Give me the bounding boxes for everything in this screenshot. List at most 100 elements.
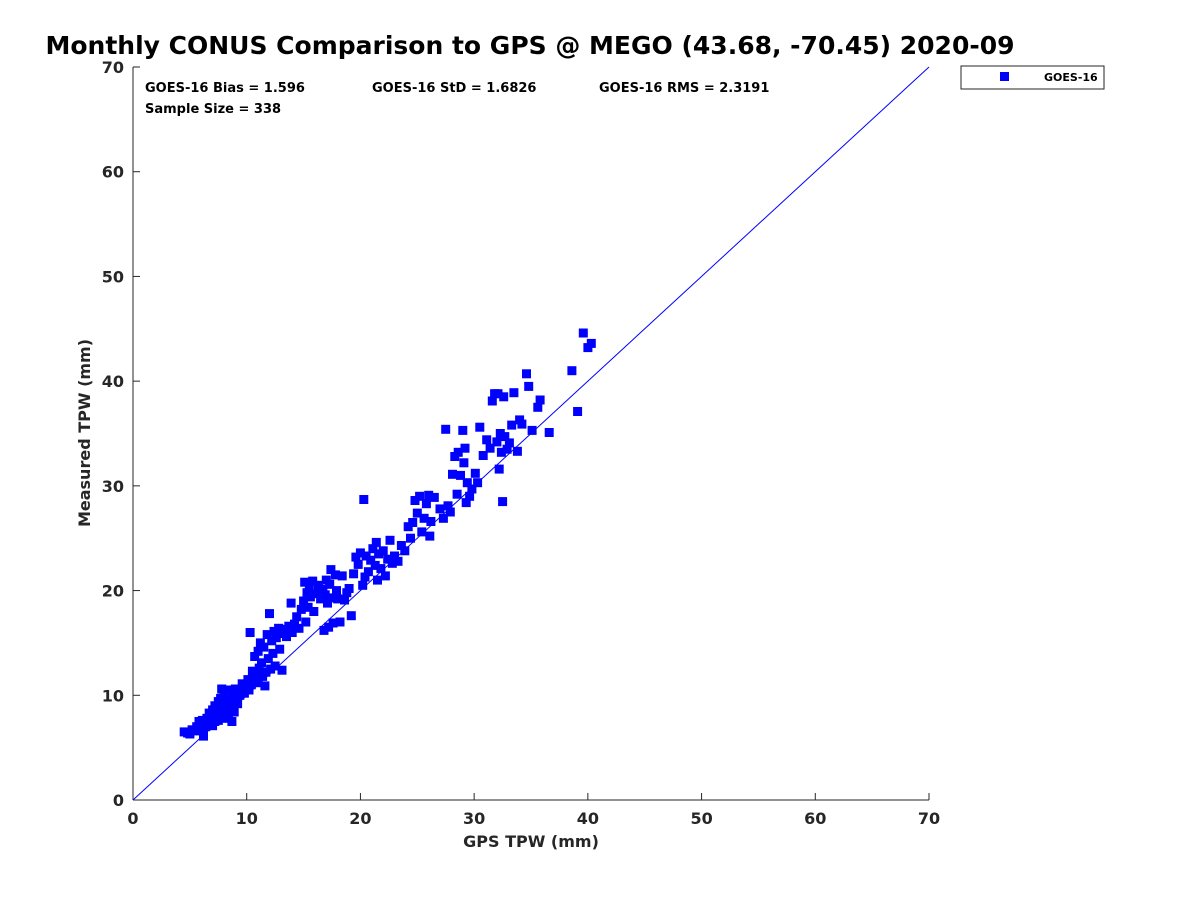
x-tick-label: 70 <box>918 809 940 828</box>
x-tick-label: 50 <box>690 809 712 828</box>
data-point <box>227 717 237 726</box>
data-point <box>410 496 420 505</box>
data-point <box>544 428 554 437</box>
data-point <box>261 667 271 677</box>
data-point <box>363 567 373 577</box>
data-point <box>504 438 514 448</box>
data-point <box>383 554 393 564</box>
data-point <box>421 499 431 509</box>
data-point <box>326 565 336 575</box>
data-point <box>533 402 543 412</box>
x-tick-label: 10 <box>236 809 258 828</box>
data-point <box>358 580 368 590</box>
data-point <box>265 609 274 619</box>
data-point <box>229 707 239 717</box>
data-point <box>269 626 279 636</box>
y-tick-label: 30 <box>102 477 124 496</box>
data-point <box>254 663 264 673</box>
data-point <box>452 489 462 499</box>
data-point <box>277 665 287 675</box>
data-point <box>262 630 272 640</box>
data-point <box>492 437 502 447</box>
data-point <box>251 669 261 679</box>
data-point <box>366 555 376 565</box>
data-point <box>456 470 465 480</box>
data-point <box>390 551 399 561</box>
data-point <box>448 469 457 479</box>
data-point <box>475 422 485 432</box>
data-point <box>496 447 506 457</box>
data-point <box>482 435 492 445</box>
data-point <box>493 389 503 399</box>
data-point <box>376 564 386 574</box>
data-point <box>499 392 509 402</box>
x-tick-label: 30 <box>463 809 485 828</box>
x-tick-label: 20 <box>349 809 371 828</box>
data-point <box>441 424 451 434</box>
data-point <box>371 537 381 547</box>
data-point <box>284 621 294 631</box>
data-point <box>274 623 284 633</box>
plot-axes <box>132 67 929 801</box>
data-point <box>239 688 249 698</box>
legend-marker-square-icon <box>1000 72 1009 81</box>
y-tick-label: 20 <box>102 582 124 601</box>
data-point <box>260 681 270 691</box>
data-point <box>509 388 519 398</box>
data-point <box>301 617 311 627</box>
data-point <box>380 571 390 581</box>
data-point <box>263 654 273 664</box>
data-point <box>292 612 302 622</box>
stat-rms: GOES-16 RMS = 2.3191 <box>599 81 769 96</box>
data-point <box>465 491 475 501</box>
data-point <box>333 594 343 604</box>
data-point <box>459 458 469 468</box>
data-point <box>361 551 371 561</box>
data-point <box>267 636 277 646</box>
data-point <box>303 602 313 612</box>
data-point <box>340 595 349 605</box>
data-point <box>259 642 269 652</box>
data-point <box>219 690 229 700</box>
data-point <box>522 369 531 379</box>
data-point <box>527 425 537 435</box>
data-point <box>325 579 335 589</box>
data-point <box>429 492 439 502</box>
data-point <box>406 533 415 543</box>
y-tick-label: 0 <box>113 791 124 810</box>
data-point <box>507 420 517 430</box>
data-point <box>318 585 328 594</box>
data-point <box>567 366 577 376</box>
data-point <box>419 513 429 523</box>
data-point <box>294 623 304 633</box>
legend: GOES-16 <box>960 65 1105 90</box>
data-point <box>355 548 365 558</box>
data-point <box>243 675 253 685</box>
data-point <box>500 432 510 442</box>
data-point <box>316 594 326 604</box>
x-ticks: 0 10 20 30 40 50 60 70 <box>127 793 940 828</box>
data-point <box>332 586 341 596</box>
data-point <box>462 478 472 488</box>
data-point <box>286 598 296 608</box>
data-point <box>328 618 338 628</box>
data-point <box>385 535 395 545</box>
data-point <box>287 628 297 637</box>
x-tick-label: 0 <box>127 809 138 828</box>
data-point <box>268 648 278 658</box>
data-point <box>393 556 403 566</box>
data-point <box>473 478 483 488</box>
data-point <box>353 559 363 569</box>
data-point <box>233 699 243 709</box>
data-point <box>494 464 504 474</box>
data-point <box>387 558 397 568</box>
data-point <box>230 684 240 694</box>
stat-sample-size: Sample Size = 338 <box>145 102 281 117</box>
data-point <box>378 546 388 556</box>
data-point <box>426 517 436 526</box>
data-point <box>415 491 425 501</box>
x-axis-label: GPS TPW (mm) <box>463 832 599 851</box>
data-point <box>368 544 378 554</box>
data-point <box>487 396 497 406</box>
